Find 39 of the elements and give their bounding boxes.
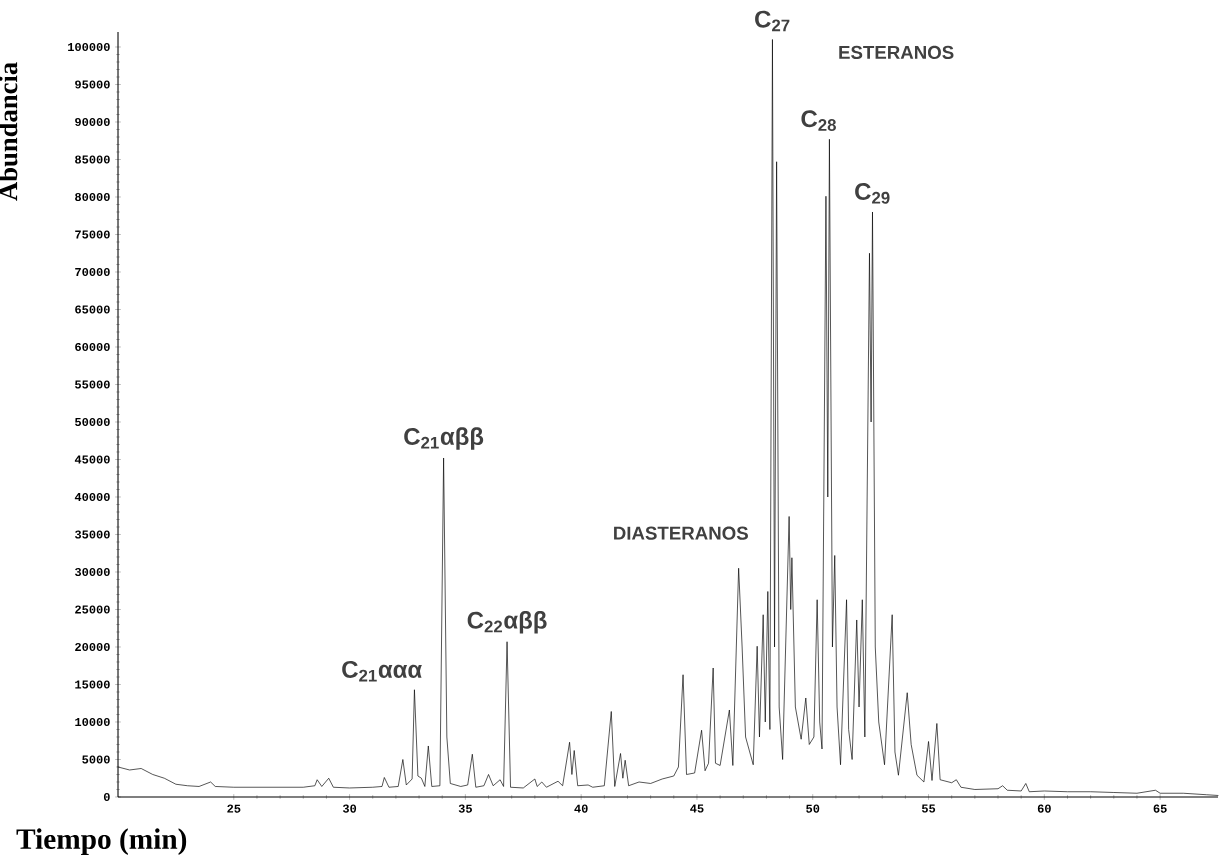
- x-tick-label: 30: [342, 804, 357, 813]
- annotation: C$_{21}$αββ: [404, 427, 484, 450]
- x-tick-label: 35: [458, 804, 472, 813]
- y-tick-label: 80000: [75, 192, 110, 202]
- annotation: C$_{28}$: [801, 110, 836, 131]
- y-tick-label: 75000: [75, 230, 110, 239]
- annotation: DIASTERANOS: [614, 526, 748, 540]
- annotation: C$_{21}$ααα: [342, 660, 422, 682]
- x-tick-label: 65: [1153, 804, 1167, 813]
- annotation: ESTERANOS: [839, 45, 954, 60]
- annotation: C$_{27}$: [755, 10, 790, 32]
- y-tick-label: 60000: [75, 342, 110, 352]
- y-tick-label: 85000: [75, 155, 110, 164]
- annotation: C$_{29}$: [855, 182, 890, 204]
- y-tick-label: 55000: [75, 380, 110, 389]
- x-tick-label: 60: [1037, 804, 1051, 813]
- y-tick-label: 35000: [74, 530, 110, 539]
- y-tick-label: 70000: [75, 267, 110, 277]
- y-tick-label: 50000: [75, 417, 110, 427]
- y-tick-label: 25000: [75, 605, 110, 614]
- y-tick-label: 100000: [68, 42, 110, 52]
- y-tick-label: 65000: [75, 305, 110, 314]
- y-tick-label: 95000: [75, 80, 110, 89]
- y-tick-label: 0: [103, 792, 110, 802]
- y-tick-label: 20000: [75, 642, 110, 652]
- y-tick-label: 45000: [74, 455, 110, 464]
- x-tick-label: 45: [690, 804, 704, 813]
- y-tick-label: 30000: [74, 567, 110, 577]
- y-tick-label: 90000: [75, 117, 110, 127]
- y-tick-label: 5000: [82, 755, 110, 764]
- x-axis-title: Tiempo (min): [16, 828, 187, 855]
- annotation: C$_{22}$αββ: [467, 611, 547, 634]
- x-tick-label: 25: [227, 804, 241, 813]
- y-tick-label: 15000: [75, 680, 110, 689]
- y-tick-label: 40000: [74, 492, 110, 502]
- x-tick-label: 50: [806, 804, 820, 813]
- y-tick-label: 10000: [75, 717, 110, 727]
- x-tick-label: 55: [921, 804, 936, 813]
- x-tick-label: 40: [574, 804, 588, 813]
